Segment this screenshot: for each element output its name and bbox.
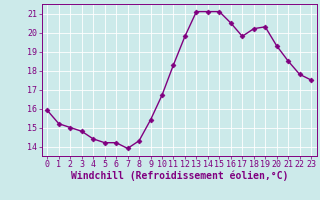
X-axis label: Windchill (Refroidissement éolien,°C): Windchill (Refroidissement éolien,°C) xyxy=(70,171,288,181)
